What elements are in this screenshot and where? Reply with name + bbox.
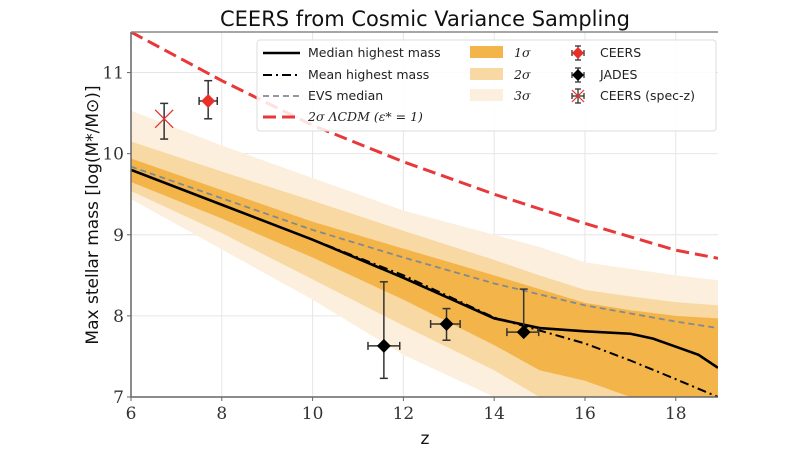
x-tick-label: 16 <box>574 404 596 424</box>
x-tick-label: 8 <box>216 404 227 424</box>
x-tick-label: 12 <box>393 404 415 424</box>
x-tick-label: 10 <box>302 404 324 424</box>
x-tick-label: 14 <box>483 404 505 424</box>
jades-point <box>506 288 540 340</box>
diamond-marker <box>439 317 454 331</box>
legend-swatch-sigma3 <box>470 89 503 101</box>
legend-label-evs: EVS median <box>308 88 383 103</box>
lcdm-line <box>131 32 718 260</box>
chart-title: CEERS from Cosmic Variance Sampling <box>220 7 630 31</box>
y-axis-label: Max stellar mass [log(M*/M⊙)] <box>83 85 103 344</box>
data-points <box>154 79 540 380</box>
x-axis-label: z <box>421 429 430 449</box>
legend-label-sigma2: 2σ <box>513 67 531 82</box>
legend-label-ceers-specz: CEERS (spec-z) <box>600 88 695 103</box>
diamond-marker <box>376 338 391 353</box>
legend-label-sigma3: 3σ <box>514 88 531 103</box>
mean-line <box>131 168 718 397</box>
y-tick-label: 9 <box>113 226 124 246</box>
ceers-point <box>198 79 219 120</box>
x-tick-label: 18 <box>665 404 687 424</box>
series-lines <box>131 32 718 397</box>
legend-label-median: Median highest mass <box>308 45 441 60</box>
tick-labels: 6 8 10 12 14 16 18 7 8 9 10 11 <box>102 64 686 424</box>
y-tick-label: 11 <box>102 64 124 84</box>
x-marker <box>154 109 174 129</box>
diamond-marker <box>516 325 531 340</box>
diamond-marker <box>201 93 216 108</box>
legend-label-jades: JADES <box>599 67 638 82</box>
legend-x-marker <box>571 89 585 103</box>
legend-diamond-marker <box>572 47 584 59</box>
jades-point <box>429 307 461 341</box>
legend-diamond-marker <box>572 69 584 81</box>
evs-median-line <box>131 165 718 329</box>
legend-label-sigma1: 1σ <box>514 45 531 60</box>
legend: Median highest mass Mean highest mass EVS … <box>256 39 717 132</box>
y-tick-label: 10 <box>102 145 124 165</box>
legend-label-ceers: CEERS <box>600 45 641 60</box>
y-tick-label: 8 <box>113 307 124 327</box>
legend-box <box>256 39 717 132</box>
ceers-specz-point <box>154 102 174 140</box>
axes <box>130 31 718 398</box>
jades-point <box>367 281 401 380</box>
legend-swatch-sigma2 <box>470 68 503 80</box>
y-tick-label: 7 <box>113 388 124 408</box>
legend-label-mean: Mean highest mass <box>308 67 429 82</box>
legend-label-lcdm: 2σ ΛCDM (ε* = 1) <box>307 109 423 124</box>
legend-swatch-sigma1 <box>470 46 503 58</box>
x-tick-label: 6 <box>126 404 137 424</box>
